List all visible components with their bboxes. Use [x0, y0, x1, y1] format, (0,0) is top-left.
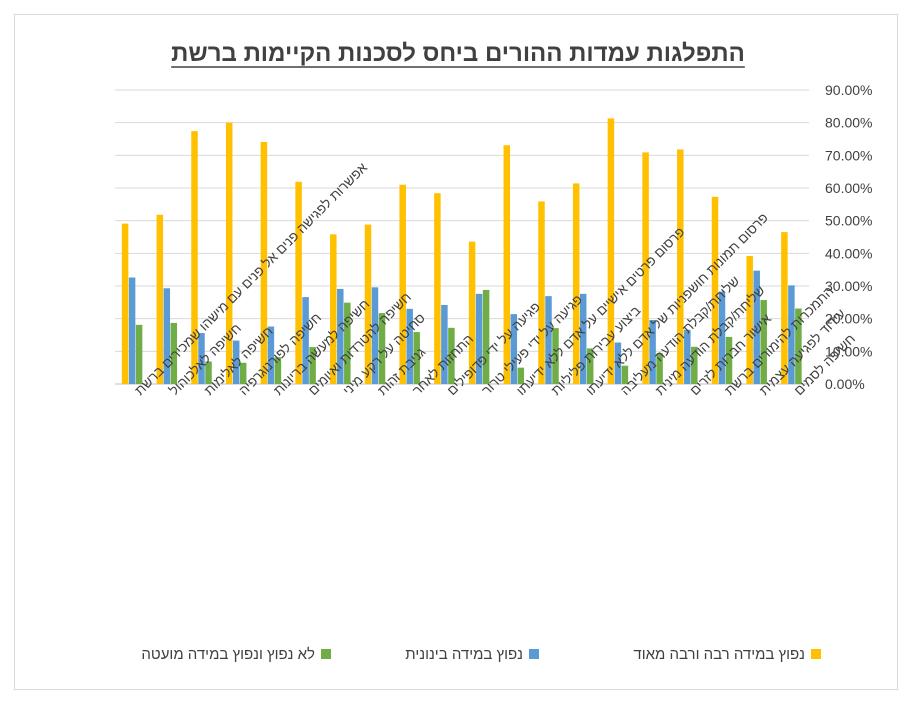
- bar: [225, 122, 233, 385]
- bar: [128, 277, 136, 384]
- bar: [232, 340, 240, 384]
- bar: [607, 118, 615, 385]
- bar: [725, 336, 733, 384]
- bar: [121, 223, 129, 384]
- y-tick-label: 30.00%: [825, 278, 872, 294]
- bar: [475, 293, 483, 384]
- legend-label: נפוץ במידה בינונית: [405, 646, 523, 663]
- chart-title: התפלגות עמדות ההורים ביחס לסכנות הקיימות…: [171, 40, 745, 67]
- legend-swatch: [321, 649, 331, 659]
- bar: [441, 304, 448, 384]
- y-tick-label: 70.00%: [825, 147, 872, 163]
- bar: [621, 365, 629, 384]
- bar: [538, 201, 545, 384]
- legend-label: נפוץ במידה רבה ורבה מאוד: [633, 646, 805, 663]
- bar: [572, 183, 580, 384]
- bar: [170, 322, 178, 384]
- bar: [684, 329, 691, 384]
- bar: [656, 353, 663, 384]
- bar: [510, 314, 518, 384]
- bar: [399, 184, 406, 384]
- legend-swatch: [529, 649, 539, 659]
- bar: [295, 181, 302, 384]
- y-tick-label: 90.00%: [825, 82, 872, 98]
- bar: [753, 270, 760, 384]
- bar: [156, 214, 164, 384]
- bar: [552, 328, 559, 384]
- bar: [711, 196, 719, 384]
- bar: [337, 288, 344, 384]
- bar: [302, 297, 309, 384]
- bar: [468, 241, 476, 384]
- bar: [781, 232, 788, 384]
- y-tick-label: 50.00%: [825, 213, 872, 229]
- bar: [344, 302, 351, 384]
- bar: [163, 288, 171, 384]
- bar: [205, 361, 212, 384]
- legend-label: לא נפוץ ונפוץ במידה מועטה: [141, 646, 315, 663]
- y-axis-ticks: 0.00% 10.00% 20.00% 30.00% 40.00% 50.00% 60.00…: [825, 82, 872, 392]
- y-tick-label: 20.00%: [825, 311, 872, 327]
- bar: [135, 324, 143, 384]
- bars: [121, 118, 802, 385]
- bar: [795, 308, 802, 384]
- y-tick-label: 10.00%: [825, 343, 872, 359]
- y-tick-label: 0.00%: [825, 376, 865, 392]
- bar: [198, 333, 205, 384]
- bar: [517, 367, 525, 384]
- bar: [746, 255, 753, 384]
- bar: [434, 193, 441, 384]
- bar: [760, 300, 767, 384]
- bar: [378, 313, 386, 384]
- bar: [239, 362, 247, 384]
- bar: [330, 234, 337, 384]
- bar: [309, 347, 316, 384]
- bar: [364, 224, 372, 384]
- bar: [677, 149, 684, 384]
- bar: [274, 357, 282, 384]
- bar: [371, 287, 379, 384]
- bar: [614, 342, 622, 384]
- bar: [642, 152, 649, 384]
- legend: נפוץ במידה רבה ורבה מאוד נפוץ במידה בינונ…: [141, 646, 821, 663]
- bar: [586, 348, 594, 384]
- y-tick-label: 40.00%: [825, 245, 872, 261]
- bar: [267, 326, 275, 384]
- bar: [406, 308, 413, 384]
- bar: [579, 293, 587, 384]
- legend-swatch: [811, 649, 821, 659]
- bar: [260, 141, 268, 384]
- bar-chart: התפלגות עמדות ההורים ביחס לסכנות הקיימות…: [115, 40, 872, 663]
- bar: [191, 131, 198, 384]
- bar: [788, 285, 795, 384]
- y-tick-label: 80.00%: [825, 115, 872, 131]
- chart-frame: התפלגות עמדות ההורים ביחס לסכנות הקיימות…: [14, 14, 898, 690]
- y-tick-label: 60.00%: [825, 180, 872, 196]
- bar: [691, 346, 698, 384]
- bar: [482, 289, 490, 384]
- bar: [448, 327, 455, 384]
- bar: [649, 319, 656, 384]
- bar: [545, 296, 552, 384]
- bar: [718, 291, 726, 384]
- bar: [503, 145, 511, 384]
- bar: [413, 332, 420, 384]
